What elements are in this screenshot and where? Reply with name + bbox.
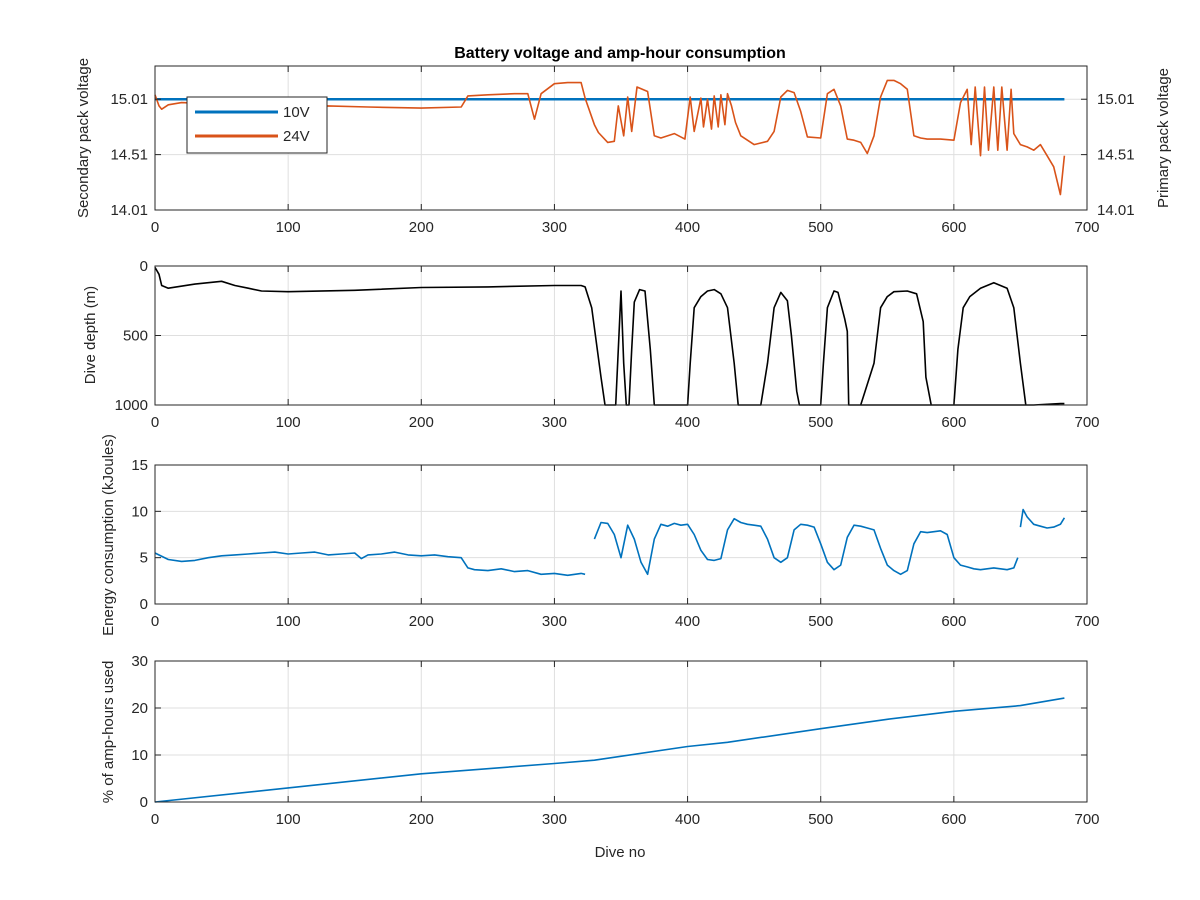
- x-tick-label: 400: [675, 219, 700, 236]
- x-tick-label: 500: [808, 414, 833, 431]
- x-tick-label: 100: [276, 219, 301, 236]
- legend-label-10v: 10V: [283, 104, 310, 121]
- x-tick-label: 500: [808, 219, 833, 236]
- x-tick-label: 200: [409, 811, 434, 828]
- x-tick-label: 600: [941, 811, 966, 828]
- series-line-3: [1019, 508, 1066, 529]
- x-tick-label: 300: [542, 811, 567, 828]
- x-tick-label: 100: [276, 811, 301, 828]
- xlabel-dive-no: Dive no: [595, 844, 646, 861]
- x-tick-label: 0: [151, 613, 159, 630]
- x-tick-label: 700: [1074, 414, 1099, 431]
- y-tick-label: 15.01: [110, 91, 148, 108]
- axes-box: [154, 660, 1088, 803]
- x-tick-label: 400: [675, 811, 700, 828]
- x-tick-label: 500: [808, 811, 833, 828]
- y-tick-label: 500: [123, 328, 148, 345]
- series-line-2: [154, 79, 1066, 196]
- x-tick-label: 300: [542, 414, 567, 431]
- text-layer: Battery voltage and amp-hour consumption…: [75, 45, 1172, 861]
- y-tick-label: 5: [140, 550, 148, 567]
- y-tick-label: 30: [131, 653, 148, 670]
- y-tick-label: 0: [140, 596, 148, 613]
- x-tick-label: 700: [1074, 219, 1099, 236]
- series-line-3: [953, 281, 1027, 406]
- y-tick-label: 15: [131, 457, 148, 474]
- axes-box: [154, 65, 1088, 211]
- ylabel-amp-hours-used: % of amp-hours used: [100, 661, 117, 804]
- ylabel-secondary-pack-voltage: Secondary pack voltage: [75, 58, 92, 218]
- y-tick-label: 0: [140, 794, 148, 811]
- x-tick-label: 700: [1074, 613, 1099, 630]
- x-tick-label: 300: [542, 219, 567, 236]
- panel-3: 0 100 200 300 400 500 600 700 0 5 10 15: [131, 457, 1099, 630]
- x-tick-label: 200: [409, 414, 434, 431]
- x-tick-label: 100: [276, 414, 301, 431]
- legend-box: [186, 96, 328, 154]
- ylabel-energy-consumption: Energy consumption (kJoules): [100, 434, 117, 636]
- panel-1: 0 100 200 300 400 500 600 70014.0114.5115.0114.…: [110, 65, 1135, 236]
- x-tick-label: 0: [151, 219, 159, 236]
- x-tick-label: 200: [409, 613, 434, 630]
- y-tick-label: 0: [140, 258, 148, 275]
- y-tick-label: 1000: [115, 397, 148, 414]
- x-tick-label: 700: [1074, 811, 1099, 828]
- series-line-2: [859, 290, 932, 406]
- y-right-tick-label: 14.01: [1097, 202, 1135, 219]
- legend: 10V 24V: [186, 96, 328, 154]
- y-tick-label: 14.51: [110, 147, 148, 164]
- y-tick-label: 20: [131, 700, 148, 717]
- x-tick-label: 600: [941, 219, 966, 236]
- panel-4: 0 100 200 300 400 500 600 700 0 10 20 30: [131, 653, 1099, 828]
- x-tick-label: 400: [675, 613, 700, 630]
- x-tick-label: 200: [409, 219, 434, 236]
- panel-2: 0 100 200 300 400 500 600 700 0 500 1000: [115, 258, 1100, 431]
- x-tick-label: 400: [675, 414, 700, 431]
- y-tick-label: 10: [131, 747, 148, 764]
- y-tick-label: 10: [131, 503, 148, 520]
- x-tick-label: 0: [151, 811, 159, 828]
- x-tick-label: 600: [941, 613, 966, 630]
- chart-title: Battery voltage and amp-hour consumption: [454, 45, 786, 62]
- series-line-1: [154, 551, 586, 577]
- y-right-tick-label: 15.01: [1097, 91, 1135, 108]
- x-tick-label: 300: [542, 613, 567, 630]
- ylabel-primary-pack-voltage: Primary pack voltage: [1155, 68, 1172, 208]
- y-right-tick-label: 14.51: [1097, 147, 1135, 164]
- legend-label-24v: 24V: [283, 128, 310, 145]
- x-tick-label: 500: [808, 613, 833, 630]
- x-tick-label: 0: [151, 414, 159, 431]
- series-line-1: [154, 697, 1065, 803]
- plot-layer: 0 100 200 300 400 500 600 70014.0114.5115.0114.…: [110, 65, 1135, 828]
- y-tick-label: 14.01: [110, 202, 148, 219]
- series-line-2: [593, 517, 1019, 576]
- axes-box: [154, 464, 1088, 605]
- ylabel-dive-depth: Dive depth (m): [82, 286, 99, 384]
- x-tick-label: 600: [941, 414, 966, 431]
- x-tick-label: 100: [276, 613, 301, 630]
